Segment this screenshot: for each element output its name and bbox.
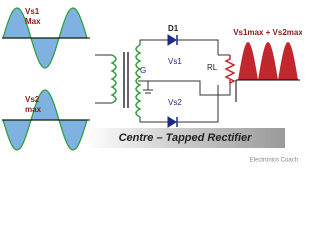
input-waves <box>2 7 88 151</box>
label: Vs1max + Vs2max <box>233 28 302 37</box>
transformer <box>110 44 142 118</box>
label: Max <box>25 17 41 26</box>
label: Vs2 <box>168 98 182 107</box>
label: max <box>25 105 42 114</box>
resistor <box>224 55 236 85</box>
diode <box>167 34 178 128</box>
rectified-wave <box>238 42 298 80</box>
label: Vs1 <box>25 7 40 16</box>
label: Vs2 <box>25 95 40 104</box>
label: Vs1 <box>168 57 182 66</box>
label: RL <box>207 63 218 72</box>
banner: Centre – Tapped Rectifier <box>119 132 253 144</box>
label: G <box>140 66 146 75</box>
output-wave <box>238 42 298 80</box>
banner-bg <box>85 128 285 148</box>
diagram: Vs1 Max Vs2 max D1 D2 Vs1 Vs2 G RL Vs1ma… <box>2 7 302 164</box>
watermark: Electronics Coach <box>250 158 298 164</box>
label: D1 <box>168 24 179 33</box>
wires <box>95 39 231 123</box>
